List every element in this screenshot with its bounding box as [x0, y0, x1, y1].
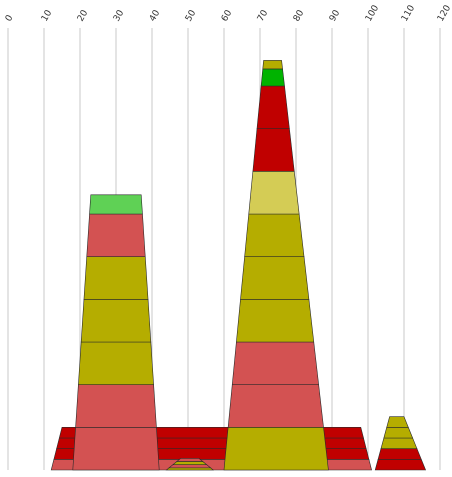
shape-left-pyramid-segment-7 — [89, 194, 143, 215]
shape-tall-pyramid-segment-2 — [227, 384, 324, 428]
shape-right-small-segment-5 — [386, 416, 409, 428]
shape-right-small — [374, 416, 427, 471]
x-tick-label-70: 70 — [256, 8, 271, 23]
chart-shapes — [50, 60, 427, 471]
shape-left-pyramid-segment-3 — [78, 341, 154, 385]
shape-right-small-segment-4 — [383, 427, 414, 439]
shape-tall-pyramid-segment-11 — [262, 60, 283, 70]
x-tick-label-60: 60 — [220, 8, 235, 23]
shape-right-small-segment-2 — [377, 448, 422, 460]
shape-small-middle-segment-2 — [168, 464, 212, 469]
shape-small-middle-segment-3 — [172, 461, 208, 465]
x-tick-label-10: 10 — [40, 8, 55, 23]
shape-tall-pyramid-segment-5 — [240, 256, 310, 300]
shape-left-pyramid — [72, 194, 160, 471]
x-tick-label-20: 20 — [76, 8, 91, 23]
x-tick-label-100: 100 — [364, 3, 381, 23]
shape-tall-pyramid-segment-10 — [260, 68, 285, 87]
shape-tall-pyramid-segment-7 — [248, 171, 300, 215]
shape-tall-pyramid-segment-3 — [231, 341, 319, 385]
shape-right-small-segment-3 — [380, 437, 418, 449]
shape-small-middle-segment-1 — [165, 467, 215, 471]
shape-tall-pyramid — [223, 60, 329, 471]
shape-left-pyramid-segment-4 — [80, 299, 152, 343]
shape-tall-pyramid-segment-8 — [252, 128, 295, 172]
x-tick-label-30: 30 — [112, 8, 127, 23]
shape-small-middle-segment-4 — [176, 457, 204, 462]
x-tick-label-90: 90 — [328, 8, 343, 23]
x-tick-label-40: 40 — [148, 8, 163, 23]
shape-tall-pyramid-segment-1 — [223, 427, 329, 471]
shape-tall-pyramid-segment-6 — [244, 213, 305, 257]
shape-tall-pyramid-segment-4 — [236, 299, 315, 343]
shape-left-pyramid-segment-2 — [75, 384, 157, 428]
x-tick-label-80: 80 — [292, 8, 307, 23]
grid-lines — [7, 28, 441, 470]
shape-small-middle — [165, 457, 215, 471]
x-tick-labels: 0 10 20 30 40 50 60 70 80 90 100 110 120 — [4, 3, 452, 23]
x-tick-label-50: 50 — [184, 8, 199, 23]
shape-right-small-segment-1 — [374, 459, 427, 471]
shape-left-pyramid-segment-6 — [86, 213, 146, 257]
x-tick-label-0: 0 — [4, 13, 16, 23]
x-tick-label-120: 120 — [436, 3, 452, 23]
shape-left-pyramid-segment-1 — [72, 427, 160, 471]
shape-tall-pyramid-segment-9 — [256, 85, 290, 129]
shape-left-pyramid-segment-5 — [83, 256, 149, 300]
x-tick-label-110: 110 — [400, 3, 417, 23]
